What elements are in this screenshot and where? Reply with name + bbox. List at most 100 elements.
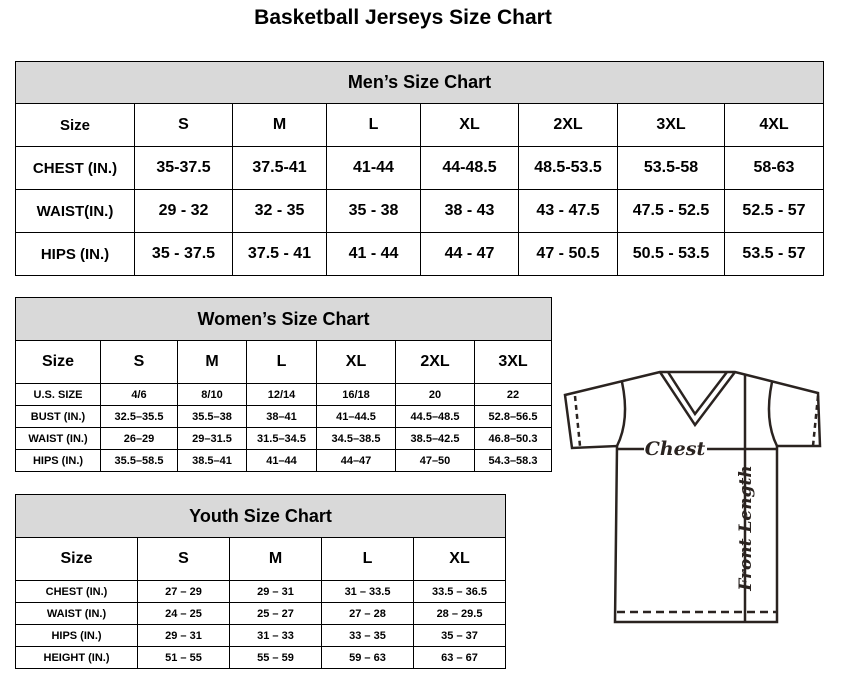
cell: 32 - 35 (232, 189, 327, 233)
cell: 2XL (395, 340, 475, 384)
cell: 47–50 (395, 449, 475, 472)
cell: 51 – 55 (137, 646, 230, 669)
row-label: HEIGHT (IN.) (15, 646, 138, 669)
cell: 2XL (518, 103, 618, 147)
cell: 44.5–48.5 (395, 405, 475, 428)
cell: L (326, 103, 421, 147)
row-label: WAIST(IN.) (15, 189, 135, 233)
cell: 44 - 47 (420, 232, 519, 276)
table-row: HEIGHT (IN.) 51 – 55 55 – 59 59 – 63 63 – 67 (15, 646, 507, 669)
cell: 33 – 35 (321, 624, 414, 647)
cell: 38.5–42.5 (395, 427, 475, 450)
cell: 8/10 (177, 383, 247, 406)
cell: M (229, 537, 322, 581)
cell: 52.5 - 57 (724, 189, 824, 233)
cell: 41–44 (246, 449, 317, 472)
womens-size-table: Women’s Size Chart Size S M L XL 2XL 3XL U.S. S… (14, 297, 553, 472)
cell: 28 – 29.5 (412, 602, 507, 625)
cell: 38–41 (246, 405, 317, 428)
cell: 46.8–50.3 (473, 427, 553, 450)
cell: 53.5 - 57 (724, 232, 824, 276)
cell: XL (316, 340, 396, 384)
youth-size-table: Youth Size Chart Size S M L XL CHEST (IN.) 27 … (14, 494, 507, 669)
cell: 31 – 33.5 (321, 580, 414, 603)
cell: 43 - 47.5 (518, 189, 618, 233)
row-label: HIPS (IN.) (15, 624, 138, 647)
cell: 3XL (617, 103, 725, 147)
row-label: WAIST (IN.) (15, 427, 101, 450)
size-header-row: Size S M L XL 2XL 3XL 4XL (15, 103, 824, 147)
cell: 34.5–38.5 (316, 427, 396, 450)
table-row: BUST (IN.) 32.5–35.5 35.5–38 38–41 41–44.5 44… (15, 405, 553, 428)
row-label: WAIST (IN.) (15, 602, 138, 625)
page-title: Basketball Jerseys Size Chart (254, 6, 552, 29)
cell: 35 - 38 (326, 189, 421, 233)
table-row: WAIST (IN.) 26–29 29–31.5 31.5–34.5 34.5–38.… (15, 427, 553, 450)
cell: 35-37.5 (134, 146, 233, 190)
cell: 29 – 31 (229, 580, 322, 603)
table-row: HIPS (IN.) 29 – 31 31 – 33 33 – 35 35 – 37 (15, 624, 507, 647)
table-row: HIPS (IN.) 35.5–58.5 38.5–41 41–44 44–47 47–5… (15, 449, 553, 472)
cell: 35.5–58.5 (100, 449, 178, 472)
cell: S (134, 103, 233, 147)
tshirt-diagram: Chest Front Length (563, 370, 822, 624)
cell: 24 – 25 (137, 602, 230, 625)
cell: 31 – 33 (229, 624, 322, 647)
shirt-outline (563, 370, 822, 624)
cell: L (321, 537, 414, 581)
cell: 37.5-41 (232, 146, 327, 190)
cell: 47 - 50.5 (518, 232, 618, 276)
cell: 41–44.5 (316, 405, 396, 428)
cell: 29–31.5 (177, 427, 247, 450)
row-label: Size (15, 103, 135, 147)
cell: XL (420, 103, 519, 147)
cell: 38 - 43 (420, 189, 519, 233)
row-label: CHEST (IN.) (15, 580, 138, 603)
cell: S (137, 537, 230, 581)
cell: 48.5-53.5 (518, 146, 618, 190)
cell: 59 – 63 (321, 646, 414, 669)
chest-label: Chest (645, 438, 706, 460)
cell: 53.5-58 (617, 146, 725, 190)
table-row: CHEST (IN.) 35-37.5 37.5-41 41-44 44-48.5 48.… (15, 146, 824, 190)
cell: XL (412, 537, 507, 581)
youth-table-title: Youth Size Chart (14, 494, 507, 538)
table-row: CHEST (IN.) 27 – 29 29 – 31 31 – 33.5 33.5 –… (15, 580, 507, 603)
cell: 16/18 (316, 383, 396, 406)
cell: 35.5–38 (177, 405, 247, 428)
cell: 47.5 - 52.5 (617, 189, 725, 233)
cell: 32.5–35.5 (100, 405, 178, 428)
cell: M (232, 103, 327, 147)
table-row: WAIST(IN.) 29 - 32 32 - 35 35 - 38 38 - 43 43… (15, 189, 824, 233)
cell: L (246, 340, 317, 384)
row-label: BUST (IN.) (15, 405, 101, 428)
cell: 52.8–56.5 (473, 405, 553, 428)
cell: 12/14 (246, 383, 317, 406)
cell: 55 – 59 (229, 646, 322, 669)
cell: 26–29 (100, 427, 178, 450)
cell: 44-48.5 (420, 146, 519, 190)
cell: 31.5–34.5 (246, 427, 317, 450)
table-row: HIPS (IN.) 35 - 37.5 37.5 - 41 41 - 44 44 - … (15, 232, 824, 276)
cell: 35 – 37 (412, 624, 507, 647)
cell: 38.5–41 (177, 449, 247, 472)
table-row: WAIST (IN.) 24 – 25 25 – 27 27 – 28 28 – 29.… (15, 602, 507, 625)
cell: 54.3–58.3 (473, 449, 553, 472)
cell: 4/6 (100, 383, 178, 406)
cell: 4XL (724, 103, 824, 147)
cell: 50.5 - 53.5 (617, 232, 725, 276)
table-row: U.S. SIZE 4/6 8/10 12/14 16/18 20 22 (15, 383, 553, 406)
cell: 33.5 – 36.5 (412, 580, 507, 603)
size-header-row: Size S M L XL 2XL 3XL (15, 340, 553, 384)
cell: 29 - 32 (134, 189, 233, 233)
cell: 27 – 29 (137, 580, 230, 603)
row-label: U.S. SIZE (15, 383, 101, 406)
cell: 25 – 27 (229, 602, 322, 625)
mens-size-table: Men’s Size Chart Size S M L XL 2XL 3XL 4XL CHEST… (15, 61, 824, 276)
row-label: HIPS (IN.) (15, 232, 135, 276)
cell: M (177, 340, 247, 384)
row-label: HIPS (IN.) (15, 449, 101, 472)
cell: 3XL (473, 340, 553, 384)
cell: 41 - 44 (326, 232, 421, 276)
cell: 27 – 28 (321, 602, 414, 625)
